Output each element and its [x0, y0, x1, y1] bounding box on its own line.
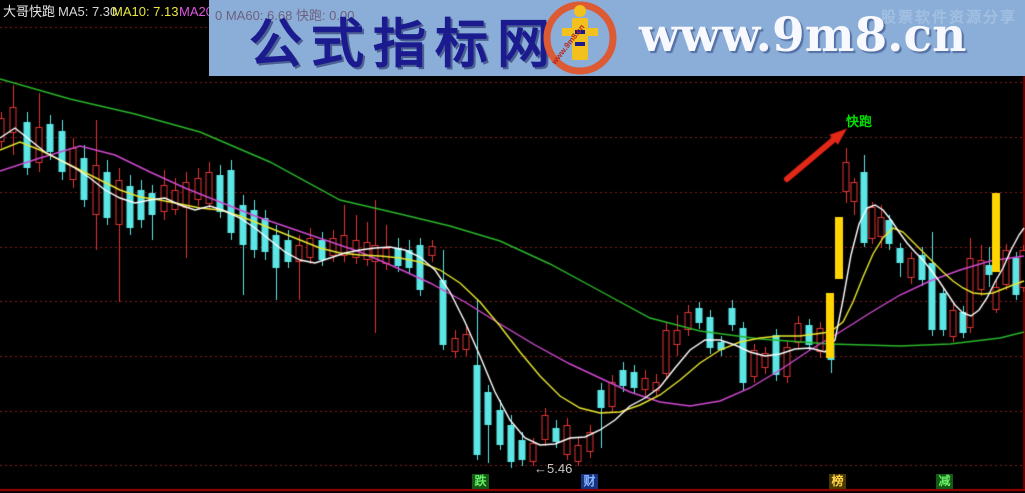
watermark-banner: 0 MA60: 6.68 快跑: 0.00 公式指标网 www.9m8.cn w…	[209, 0, 1025, 76]
ma5-label: MA5: 7.30	[58, 4, 118, 19]
watermark-site-url: www.9m8.cn	[639, 8, 967, 63]
watermark-site-name: 公式指标网	[249, 14, 559, 75]
watermark-logo-icon: www.9m8.cn	[542, 0, 618, 76]
signal-text-label: 快跑	[846, 114, 873, 129]
watermark-tagline: 股票软件资源分享	[880, 9, 1017, 26]
indicator-title: 大哥快跑	[3, 4, 56, 19]
marker-badge-jian: 减	[936, 474, 953, 489]
marker-badge-cai: 财	[581, 474, 598, 489]
ma10-label: MA10: 7.13	[112, 4, 179, 19]
marker-badge-bang: 榜	[829, 474, 846, 489]
marker-badge-die: 跌	[472, 474, 489, 489]
ghost-ma-labels: 0 MA60: 6.68 快跑: 0.00	[215, 8, 355, 23]
low-price-label: ←5.46	[534, 461, 573, 476]
